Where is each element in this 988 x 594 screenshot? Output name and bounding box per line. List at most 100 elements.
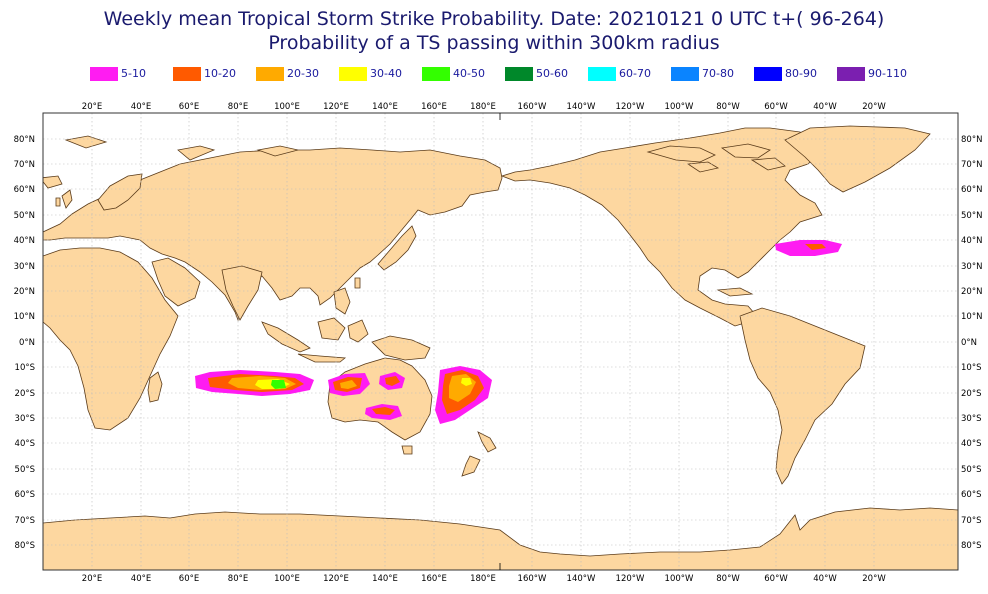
lat-label: 10°N <box>14 312 35 322</box>
lat-labels-right: 80°N 70°N 60°N 50°N 40°N 30°N 20°N 10°N … <box>961 135 982 551</box>
legend-label: 60-70 <box>619 67 651 80</box>
lon-label: 20°W <box>862 102 886 112</box>
lat-label: 10°N <box>961 312 982 322</box>
legend-swatch <box>671 67 699 81</box>
legend-swatch <box>837 67 865 81</box>
lat-label: 70°S <box>961 516 981 526</box>
strike-area-10-20 <box>385 376 400 386</box>
lon-label: 140°W <box>567 102 596 112</box>
lon-label: 40°E <box>131 574 151 584</box>
legend-label: 80-90 <box>785 67 817 80</box>
lon-label: 40°E <box>131 102 151 112</box>
legend-label: 30-40 <box>370 67 402 80</box>
lat-label: 50°S <box>15 465 35 475</box>
map-subtitle: Probability of a TS passing within 300km… <box>268 32 720 54</box>
land-north-america <box>500 127 823 327</box>
lon-label: 120°W <box>616 574 645 584</box>
map-frame <box>42 112 959 571</box>
land-antarctica <box>43 507 958 570</box>
lat-label: 10°S <box>15 363 35 373</box>
lat-label: 50°S <box>961 465 981 475</box>
lat-labels-left: 80°N 70°N 60°N 50°N 40°N 30°N 20°N 10°N … <box>14 135 35 551</box>
lon-label: 180°E <box>470 574 496 584</box>
lat-label: 60°S <box>961 490 981 500</box>
lat-label: 30°S <box>961 414 981 424</box>
lat-label: 60°S <box>15 490 35 500</box>
land-scandinavia <box>97 173 143 211</box>
lat-label: 80°S <box>15 541 35 551</box>
land-severnaya-zemlya <box>256 145 299 157</box>
lat-label: 50°N <box>14 211 35 221</box>
lon-label: 140°E <box>372 574 398 584</box>
legend-label: 5-10 <box>121 67 146 80</box>
land-indonesia <box>261 317 431 363</box>
lat-label: 60°N <box>961 185 982 195</box>
lon-label: 100°E <box>274 574 300 584</box>
landmasses <box>43 125 958 570</box>
lat-label: 80°N <box>961 135 982 145</box>
lat-label: 30°S <box>15 414 35 424</box>
lon-label: 100°E <box>274 102 300 112</box>
legend-label: 90-110 <box>868 67 907 80</box>
legend-swatch <box>505 67 533 81</box>
land-iceland <box>43 175 63 189</box>
land-east-asia-islands <box>333 225 417 315</box>
strike-area-30-40 <box>461 378 472 386</box>
lon-label: 100°W <box>665 102 694 112</box>
legend-swatch <box>422 67 450 81</box>
lon-label: 80°W <box>716 102 740 112</box>
lat-label: 60°N <box>14 185 35 195</box>
lon-label: 160°E <box>421 574 447 584</box>
lon-label: 40°W <box>813 574 837 584</box>
strike-area-40-50 <box>271 380 286 389</box>
lon-label: 20°E <box>82 574 102 584</box>
legend-swatch <box>754 67 782 81</box>
lat-label: 80°N <box>14 135 35 145</box>
legend-swatch <box>588 67 616 81</box>
lon-labels-top: 20°E 40°E 60°E 80°E 100°E 120°E 140°E 16… <box>82 102 887 112</box>
lat-label: 30°N <box>14 262 35 272</box>
lon-label: 160°W <box>518 102 547 112</box>
lat-label: 40°N <box>961 236 982 246</box>
lon-label: 140°W <box>567 574 596 584</box>
lat-label: 50°N <box>961 211 982 221</box>
map-title: Weekly mean Tropical Storm Strike Probab… <box>103 8 885 30</box>
lon-label: 160°E <box>421 102 447 112</box>
lon-labels-bottom: 20°E 40°E 60°E 80°E 100°E 120°E 140°E 16… <box>82 574 887 584</box>
lon-label: 60°E <box>179 574 199 584</box>
lon-label: 20°E <box>82 102 102 112</box>
lat-label: 80°S <box>961 541 981 551</box>
land-caribbean <box>716 287 754 297</box>
lon-label: 140°E <box>372 102 398 112</box>
land-arctic-islands <box>646 143 786 173</box>
lon-label: 60°E <box>179 102 199 112</box>
graticule <box>43 113 958 570</box>
lon-label: 80°E <box>228 102 248 112</box>
strike-area-20-30 <box>340 380 357 389</box>
legend-label: 10-20 <box>204 67 236 80</box>
lat-label: 20°N <box>14 287 35 297</box>
lon-label: 60°W <box>764 102 788 112</box>
land-arabian-peninsula <box>151 257 201 307</box>
lat-label: 40°S <box>961 439 981 449</box>
lat-label: 0°N <box>961 338 977 348</box>
legend-swatch <box>256 67 284 81</box>
lat-label: 20°S <box>961 389 981 399</box>
land-africa <box>43 247 179 431</box>
land-tasmania <box>401 445 413 455</box>
lon-label: 120°W <box>616 102 645 112</box>
strike-area-10-20 <box>805 244 826 250</box>
legend-swatch <box>339 67 367 81</box>
lon-label: 60°W <box>764 574 788 584</box>
land-novaya-zemlya <box>177 145 216 161</box>
lon-label: 80°E <box>228 574 248 584</box>
land-greenland <box>784 125 931 193</box>
lat-label: 40°S <box>15 439 35 449</box>
lon-label: 120°E <box>323 102 349 112</box>
lat-label: 30°N <box>961 262 982 272</box>
lat-label: 70°S <box>15 516 35 526</box>
land-india <box>221 265 263 321</box>
land-british-isles <box>55 189 73 209</box>
lat-label: 10°S <box>961 363 981 373</box>
